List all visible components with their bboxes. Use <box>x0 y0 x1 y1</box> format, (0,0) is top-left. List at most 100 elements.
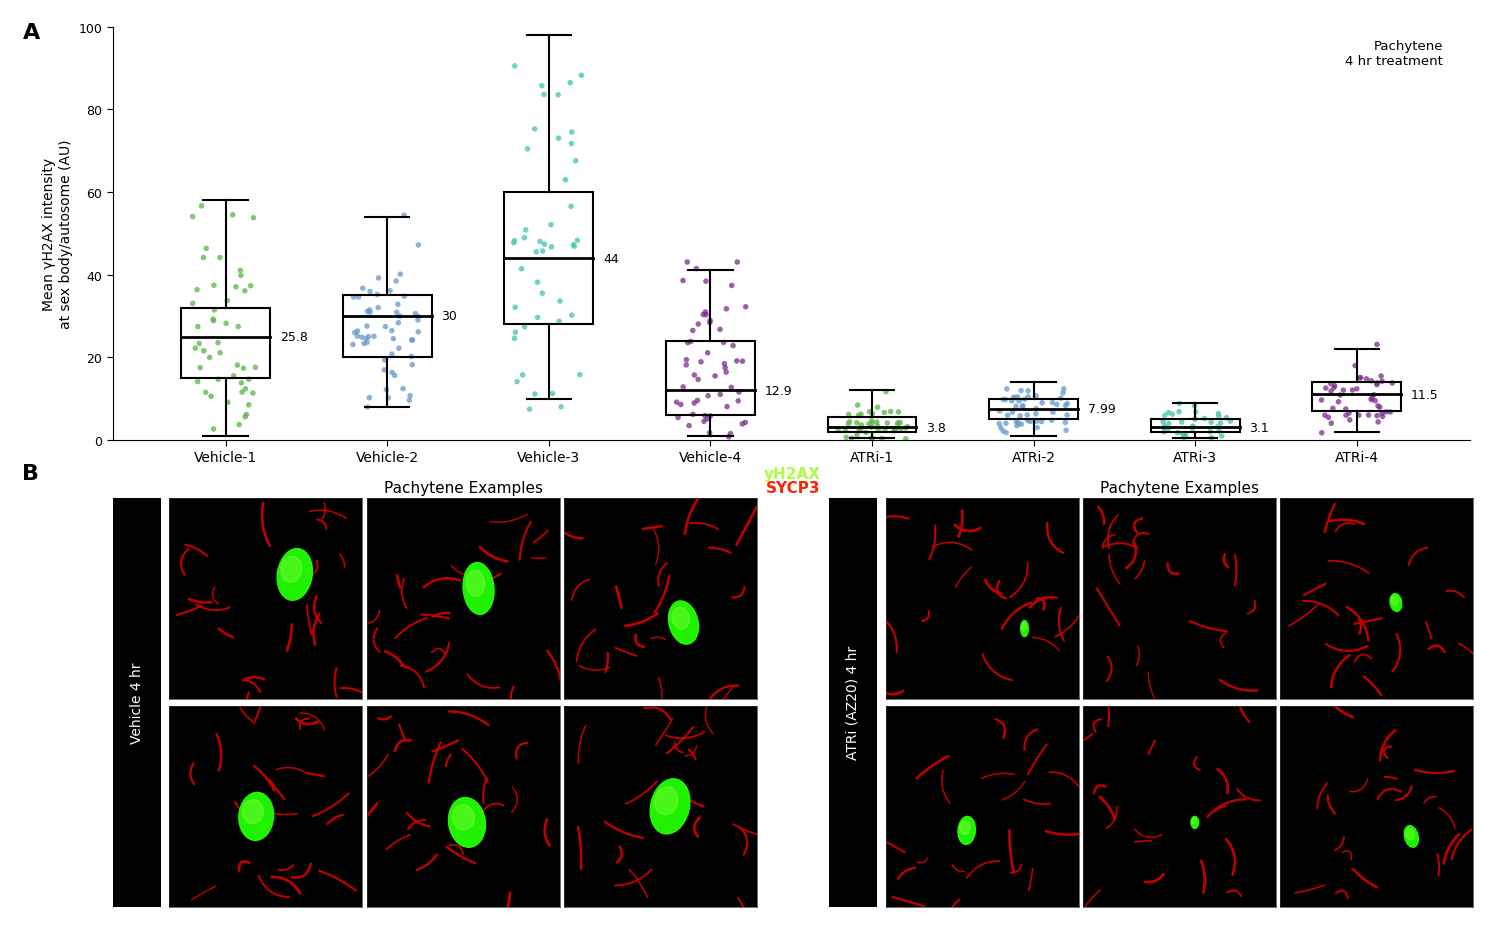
Point <box>524 245 548 260</box>
Point <box>1314 381 1338 396</box>
Point <box>1348 371 1372 386</box>
Text: 3.8: 3.8 <box>926 422 946 435</box>
Point <box>1360 391 1384 406</box>
Point <box>712 361 736 375</box>
Point <box>201 312 225 327</box>
Point <box>874 385 898 400</box>
Point <box>346 290 370 305</box>
Point <box>1359 393 1383 408</box>
Point <box>1005 419 1029 434</box>
Point <box>242 211 266 226</box>
Point <box>237 398 261 413</box>
Point <box>692 308 715 323</box>
Text: yH2AX: yH2AX <box>764 466 822 481</box>
Point <box>734 415 758 430</box>
Point <box>1008 409 1032 424</box>
Point <box>730 417 754 432</box>
Point <box>501 236 525 251</box>
Point <box>357 303 381 318</box>
Point <box>209 251 232 266</box>
Text: 12.9: 12.9 <box>765 385 792 398</box>
Point <box>380 324 404 338</box>
Point <box>231 362 255 376</box>
Point <box>1053 415 1077 430</box>
Text: B: B <box>22 464 39 484</box>
Point <box>1040 413 1064 428</box>
Point <box>730 354 754 369</box>
Point <box>1215 411 1239 425</box>
Point <box>1172 430 1196 445</box>
Point <box>718 426 742 441</box>
Point <box>528 235 552 249</box>
Point <box>837 414 861 429</box>
Point <box>849 423 873 438</box>
Point <box>398 388 422 403</box>
Point <box>1334 402 1358 417</box>
Point <box>724 354 748 369</box>
Point <box>1326 395 1350 410</box>
Point <box>681 408 705 423</box>
Point <box>1317 411 1341 425</box>
Point <box>844 416 868 431</box>
Point <box>694 308 718 323</box>
Point <box>1359 374 1383 388</box>
Point <box>354 332 378 347</box>
Point <box>1368 400 1392 415</box>
Point <box>243 361 267 375</box>
Point <box>406 310 430 324</box>
Point <box>882 424 906 438</box>
Point <box>183 341 207 356</box>
Point <box>558 76 582 91</box>
Point <box>1007 416 1031 431</box>
Point <box>728 386 752 400</box>
Point <box>1010 384 1034 399</box>
Point <box>847 423 871 438</box>
Point <box>698 313 721 328</box>
Point <box>1370 406 1394 421</box>
Point <box>1347 371 1371 386</box>
Point <box>994 425 1018 440</box>
Point <box>561 238 585 253</box>
Point <box>1152 425 1176 439</box>
Point <box>711 336 735 350</box>
Point <box>374 320 398 335</box>
Point <box>675 336 699 350</box>
Point <box>1323 379 1347 394</box>
Point <box>1156 422 1180 437</box>
Point <box>840 431 864 446</box>
Point <box>837 417 861 432</box>
Point <box>687 317 711 332</box>
Point <box>1184 413 1208 427</box>
Point <box>720 380 744 395</box>
Point <box>1005 390 1029 405</box>
Point <box>1208 425 1231 439</box>
Point <box>1041 396 1065 411</box>
Point <box>562 239 586 254</box>
Point <box>225 359 249 374</box>
Point <box>680 335 703 349</box>
Point <box>234 382 258 397</box>
Point <box>400 358 424 373</box>
Point <box>865 423 889 438</box>
Point <box>546 88 570 103</box>
Point <box>1374 405 1398 420</box>
Point <box>376 391 400 406</box>
Point <box>859 431 883 446</box>
Point <box>1218 414 1242 429</box>
Point <box>345 324 369 339</box>
Point <box>1024 421 1048 436</box>
Point <box>216 395 240 410</box>
Point <box>406 325 430 340</box>
Point <box>1167 405 1191 420</box>
Point <box>1173 427 1197 442</box>
Point <box>896 420 920 435</box>
Point <box>1336 406 1360 421</box>
Point <box>888 415 912 430</box>
Point <box>567 368 591 383</box>
Point <box>698 409 721 424</box>
Point <box>189 199 213 214</box>
Point <box>1173 429 1197 444</box>
Point <box>669 398 693 413</box>
Point <box>194 242 217 257</box>
Point <box>1365 378 1389 393</box>
